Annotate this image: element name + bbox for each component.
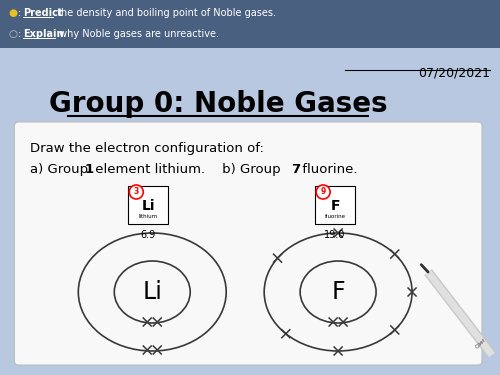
Text: element lithium.    b) Group: element lithium. b) Group: [92, 163, 285, 176]
Text: lithium: lithium: [138, 214, 158, 219]
Text: 3: 3: [134, 188, 139, 196]
FancyBboxPatch shape: [14, 122, 482, 365]
Text: ●: ●: [8, 8, 18, 18]
Text: Li: Li: [142, 280, 162, 304]
Text: fluorine.: fluorine.: [298, 163, 358, 176]
Text: Li: Li: [142, 199, 155, 213]
Text: a) Group: a) Group: [30, 163, 92, 176]
Text: Giier: Giier: [474, 337, 487, 350]
Text: Draw the electron configuration of:: Draw the electron configuration of:: [30, 142, 264, 155]
Text: the density and boiling point of Noble gases.: the density and boiling point of Noble g…: [54, 8, 276, 18]
Text: 6.9: 6.9: [140, 230, 156, 240]
Text: F: F: [332, 280, 345, 304]
Text: why Noble gases are unreactive.: why Noble gases are unreactive.: [56, 29, 220, 39]
FancyBboxPatch shape: [315, 186, 355, 224]
Text: 07/20/2021: 07/20/2021: [418, 66, 490, 79]
Text: 9: 9: [320, 188, 326, 196]
FancyBboxPatch shape: [128, 186, 168, 224]
Text: F: F: [330, 199, 340, 213]
Text: 19.0: 19.0: [324, 230, 346, 240]
Circle shape: [130, 185, 143, 199]
Text: Explain: Explain: [24, 29, 64, 39]
Text: :: :: [18, 29, 22, 39]
Text: fluorine: fluorine: [324, 214, 345, 219]
Text: 1: 1: [84, 163, 94, 176]
Text: Predict: Predict: [24, 8, 63, 18]
Text: ○: ○: [8, 29, 18, 39]
Text: :: :: [18, 8, 22, 18]
Text: Group 0: Noble Gases: Group 0: Noble Gases: [49, 90, 388, 118]
Circle shape: [316, 185, 330, 199]
Text: 7: 7: [291, 163, 300, 176]
FancyBboxPatch shape: [0, 0, 500, 48]
